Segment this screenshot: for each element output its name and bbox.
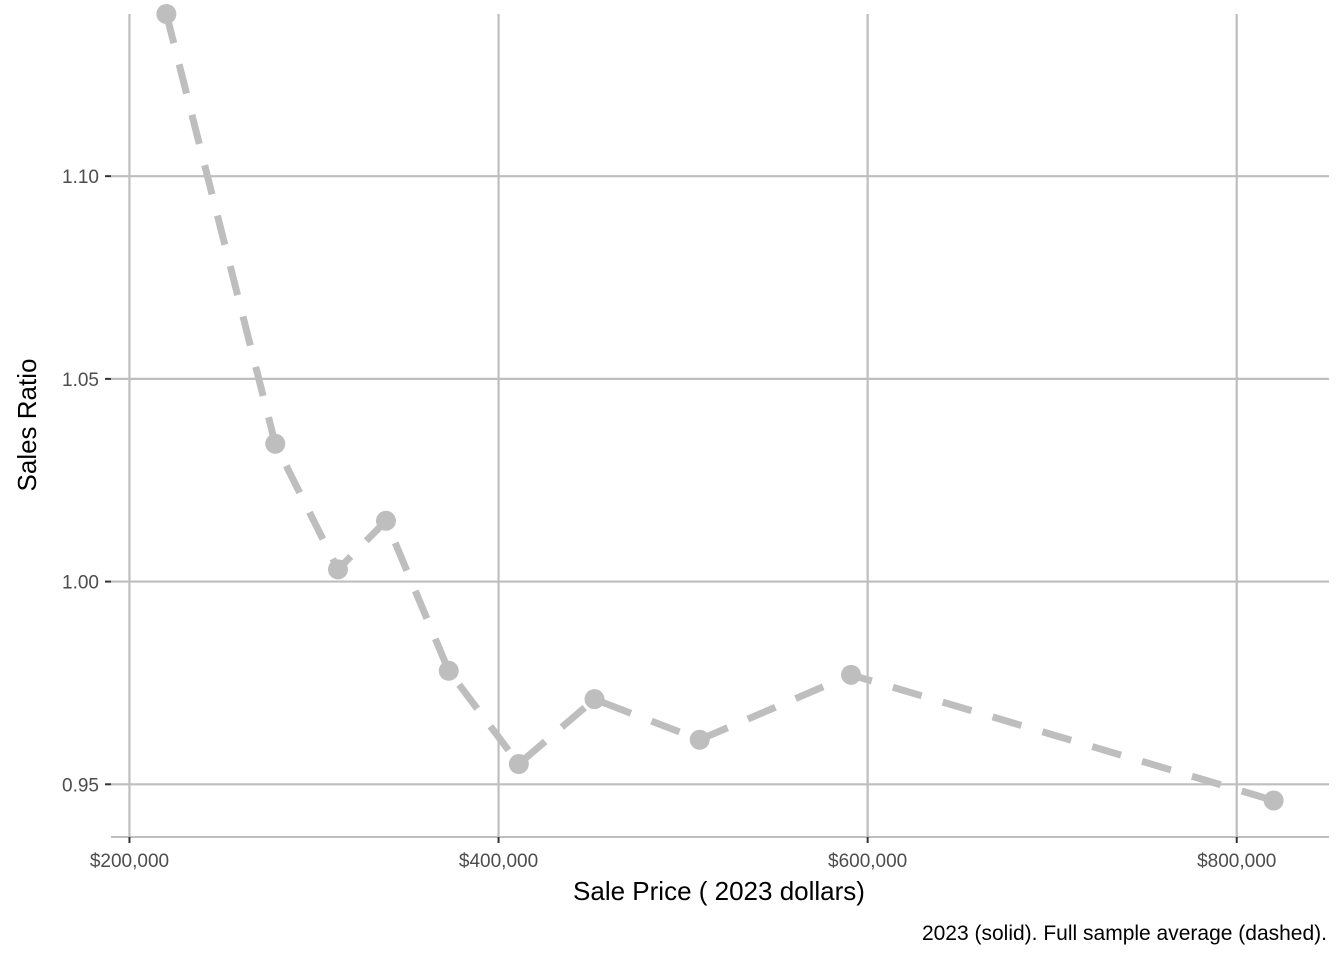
series-layer	[156, 4, 1284, 811]
x-axis-ticks: $200,000 $400,000 $600,000 $800,000	[90, 837, 1276, 872]
x-tick-label: $400,000	[459, 851, 538, 872]
y-axis-ticks: 0.95 1.00 1.05 1.10	[62, 167, 111, 796]
x-axis-title: Sale Price ( 2023 dollars)	[573, 876, 865, 906]
y-tick-label: 1.10	[62, 167, 99, 188]
y-gridlines	[111, 175, 1329, 786]
chart-caption: 2023 (solid). Full sample average (dashe…	[922, 922, 1327, 945]
data-point	[1263, 790, 1284, 811]
x-gridlines	[128, 14, 1238, 837]
data-point	[156, 4, 177, 24]
data-point	[438, 660, 459, 681]
series-line	[163, 13, 1275, 804]
y-tick-label: 1.05	[62, 370, 99, 391]
data-point	[584, 689, 605, 710]
data-point	[508, 754, 529, 775]
data-point	[327, 559, 348, 580]
x-tick-label: $600,000	[828, 851, 907, 872]
x-tick-label: $200,000	[90, 851, 169, 872]
y-tick-label: 0.95	[62, 775, 99, 796]
data-point	[689, 729, 710, 750]
data-point	[375, 510, 396, 531]
x-tick-label: $800,000	[1197, 851, 1276, 872]
data-point	[265, 433, 286, 454]
y-tick-label: 1.00	[62, 573, 99, 594]
y-axis-title: Sales Ratio	[12, 359, 42, 492]
data-point	[841, 664, 862, 685]
